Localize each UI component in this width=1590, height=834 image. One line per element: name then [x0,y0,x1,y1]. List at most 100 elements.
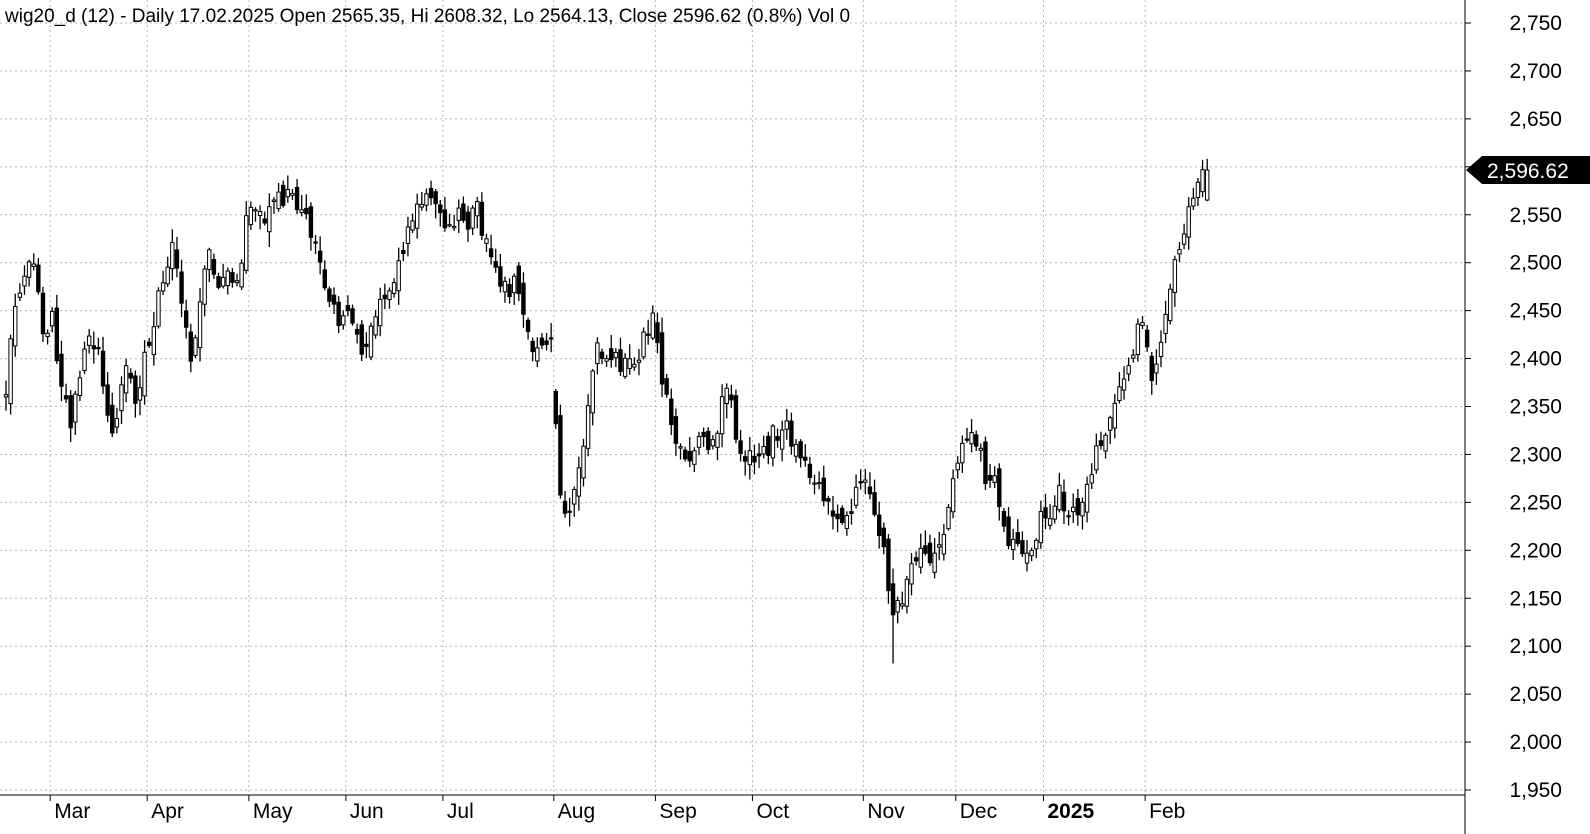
candle-body-down [553,391,558,425]
candle [622,353,628,379]
candle [225,267,230,295]
x-tick-label: Sep [659,800,696,823]
candle-body-up [1024,552,1030,564]
candle-body-up [8,338,13,405]
candle [655,312,660,354]
candle-body-up [909,563,914,585]
candle [493,248,498,273]
candle [1149,351,1154,395]
x-tick-label: May [253,800,293,823]
candle [253,207,258,222]
candle-body-up [904,578,910,607]
candle [553,388,558,429]
candle [364,332,369,359]
candle [63,383,69,403]
candle [373,309,378,339]
x-tick-label: Aug [558,800,595,823]
candle [86,329,92,354]
candle-body-up [1168,288,1173,322]
candle [807,456,813,485]
candle-body-up [793,443,799,457]
candle [1144,324,1150,352]
candle [1034,538,1039,559]
candle-body-up [770,425,776,459]
candle-body-up [784,420,789,430]
candle-body-up [239,262,244,288]
candle-body-down [659,332,665,385]
candle-body-down [461,203,466,221]
candle [1205,158,1210,202]
candle-body-up [220,276,226,287]
candle-body-down [673,416,679,444]
axes [0,0,1466,834]
candle [40,286,46,342]
x-tick-label: Mar [54,800,90,823]
y-tick-label: 2,300 [1509,443,1562,466]
candle [798,439,803,468]
candle [618,337,623,376]
candle-body-up [31,263,36,267]
candle-body-up [410,220,415,231]
candle [133,370,138,418]
candle-body-up [1103,434,1108,452]
candle [183,299,189,339]
candle-body-up [45,332,50,338]
candle [424,188,429,212]
candle [729,384,734,408]
candle-body-down [488,248,494,258]
candle-body-down [364,343,369,348]
candle [964,427,970,443]
candle [900,591,905,610]
candle [1080,497,1085,530]
candle [1066,510,1071,526]
candle-body-down [521,282,526,315]
candle-body-up [1195,181,1201,198]
candle [512,273,517,305]
y-tick-label: 2,350 [1509,396,1562,419]
candle [156,287,161,329]
candle-body-down [59,353,64,387]
candle [336,296,341,334]
candle-body-up [156,290,161,327]
y-tick-label: 2,200 [1509,539,1562,562]
candle-body-down [382,294,388,300]
candle-body-up [960,442,965,464]
candle-body-down [997,468,1002,508]
last-price-tag [1466,156,1590,185]
candle [669,388,674,436]
candle-body-up [396,260,401,292]
candle-body-up [299,209,304,214]
candle-body-up [812,482,817,485]
candle-body-down [927,542,933,564]
candle-body-down [983,441,988,484]
candle-body-down [1066,515,1071,518]
y-tick-label: 2,250 [1509,491,1562,514]
candle [761,435,766,459]
candle-body-down [1075,498,1081,516]
candle [1154,349,1159,385]
candle [216,272,221,290]
candle-body-down [211,258,217,275]
candle-body-down [1015,532,1020,544]
candle [1020,531,1025,558]
candle [978,443,984,462]
candle [244,201,249,274]
candle [22,265,27,295]
candle [904,576,910,614]
candle [1098,431,1104,450]
candle [170,229,175,281]
candle-body-down [821,477,826,502]
candle [100,336,106,394]
candle-body-down [987,474,993,481]
candle-body-up [267,206,272,233]
candle [382,283,388,310]
candle [960,435,965,473]
candle-body-up [590,370,595,414]
candle-body-up [475,201,480,217]
x-tick-label: Dec [960,800,997,823]
candle-body-down [798,441,803,459]
candle-body-down [539,337,545,346]
candle [932,538,937,579]
candle-body-down [68,395,73,429]
candle-body-down [516,265,522,295]
